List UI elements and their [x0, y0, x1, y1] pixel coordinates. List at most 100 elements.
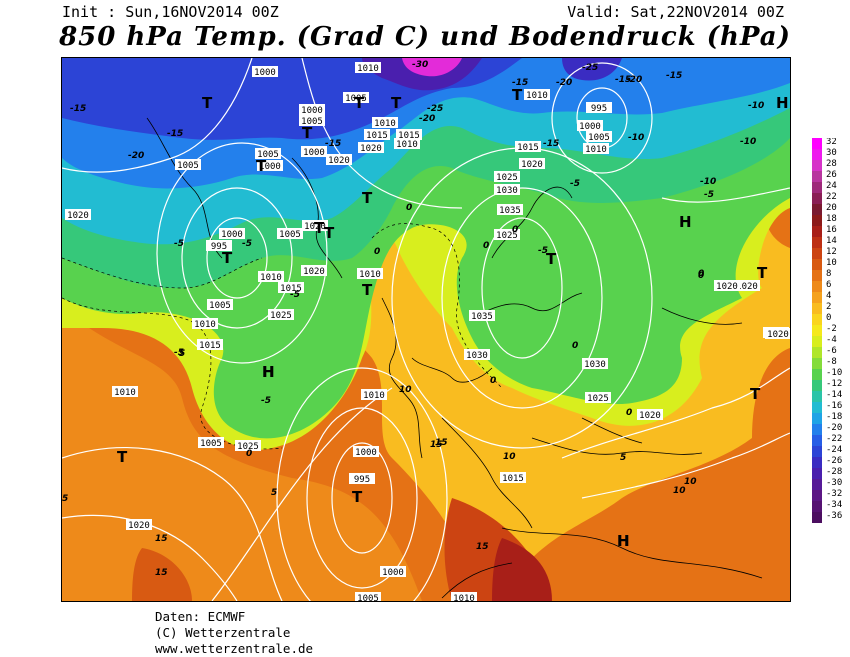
pressure-label: 1020 [303, 267, 325, 277]
legend-swatch [812, 215, 822, 226]
temp-label: -20 [556, 78, 572, 88]
isobar-labels: 1000 1010 1005 1000 1005 1010 1015 1020 … [65, 62, 790, 602]
pressure-label: 1035 [499, 206, 521, 216]
legend-tick: -32 [826, 489, 842, 499]
high-marker: H [617, 532, 630, 550]
pressure-label: 1005 [301, 117, 323, 127]
data-source: Daten: ECMWF [155, 609, 246, 624]
pressure-label: 1030 [466, 351, 488, 361]
low-marker: T [546, 250, 557, 268]
legend-tick: 22 [826, 192, 837, 202]
temp-label: -5 [290, 290, 300, 300]
pressure-label: 1000 [579, 122, 601, 132]
temperature-labels: -30 -15 -20 -25 -15 -20 -15 -20 -25 -15 … [62, 60, 764, 578]
temp-label: 10 [673, 486, 686, 496]
legend-tick: -26 [826, 456, 842, 466]
pressure-label: 1005 [345, 94, 367, 104]
temp-label: -5 [174, 348, 184, 358]
pressure-label: 1005 [257, 150, 279, 160]
legend-swatch [812, 468, 822, 479]
legend-swatch [812, 435, 822, 446]
low-marker: T [362, 281, 373, 299]
website-url: www.wetterzentrale.de [155, 641, 314, 656]
temp-label: 5 [179, 349, 185, 359]
legend-swatch [812, 479, 822, 490]
temp-label: -15 [543, 139, 559, 149]
low-marker: T [750, 385, 761, 403]
pressure-label: 1020 [767, 330, 789, 340]
pressure-label: 1010 [526, 91, 548, 101]
temp-label: 0 [490, 376, 496, 386]
temperature-field [62, 58, 790, 601]
legend-tick: 0 [826, 313, 831, 323]
pressure-label: 1025 [496, 231, 518, 241]
legend-tick: -10 [826, 368, 842, 378]
temp-label: 5 [271, 488, 277, 498]
temp-label: 10 [684, 477, 697, 487]
pressure-label: 1005 [177, 161, 199, 171]
pressure-label: 1010 [453, 594, 475, 602]
pressure-label: 1010 [359, 270, 381, 280]
low-marker: T [757, 264, 768, 282]
pressure-label: 1005 [588, 133, 610, 143]
temp-label: 15 [155, 568, 168, 578]
temp-label: -15 [325, 139, 341, 149]
legend-swatch [812, 314, 822, 325]
temp-label: 15 [430, 440, 443, 450]
legend-tick: 16 [826, 225, 837, 235]
pressure-label: 1020 [328, 156, 350, 166]
pressure-label: 1020 [128, 521, 150, 531]
temp-label: 10 [503, 452, 516, 462]
legend-swatch [812, 138, 822, 149]
legend-swatch [812, 380, 822, 391]
pressure-label: 1000 [259, 162, 281, 172]
temp-label: 15 [476, 542, 489, 552]
pressure-label: 1010 [194, 320, 216, 330]
low-marker: T [354, 94, 365, 112]
pressure-label: 1000 [355, 448, 377, 458]
temp-label: 0 [246, 449, 252, 459]
legend-tick: -18 [826, 412, 842, 422]
pressure-label: 1010 [363, 391, 385, 401]
pressure-label: 1010 [396, 140, 418, 150]
legend-swatch [812, 358, 822, 369]
legend-tick: 10 [826, 258, 837, 268]
low-marker: T [391, 94, 402, 112]
temp-label: -25 [427, 104, 443, 114]
pressure-label: 1020 [67, 211, 89, 221]
pressure-label: 1010 [585, 145, 607, 155]
pressure-label: 1035 [471, 312, 493, 322]
legend-swatch [812, 248, 822, 259]
pressure-label: 995 [211, 242, 227, 252]
low-marker: T [202, 94, 213, 112]
pressure-label: 1005 [279, 230, 301, 240]
legend-tick: -22 [826, 434, 842, 444]
legend-swatch [812, 490, 822, 501]
legend-swatch [812, 369, 822, 380]
high-marker: H [617, 532, 630, 550]
legend-tick: -20 [826, 423, 842, 433]
pressure-label: 1015 [199, 341, 221, 351]
pressure-label: 1015 [517, 143, 539, 153]
legend-tick: -8 [826, 357, 837, 367]
pressure-label: 1010 [260, 273, 282, 283]
legend-swatch [812, 182, 822, 193]
temp-label: 0 [698, 269, 704, 279]
legend-swatch [812, 237, 822, 248]
temp-label: 0 [698, 271, 704, 281]
legend-tick: 14 [826, 236, 837, 246]
legend-tick: -16 [826, 401, 842, 411]
temp-label: 15 [155, 534, 168, 544]
pressure-label: 1010 [114, 388, 136, 398]
pressure-label: 1010 [357, 64, 379, 74]
legend-tick: 18 [826, 214, 837, 224]
temp-label: -10 [700, 177, 716, 187]
temp-label: -5 [704, 190, 714, 200]
pressure-label: 1000 [221, 230, 243, 240]
low-marker: T [362, 189, 373, 207]
pressure-label: 1020 [736, 282, 758, 292]
temp-label: -5 [538, 246, 548, 256]
pressure-label: 1025 [496, 173, 518, 183]
legend-swatch [812, 171, 822, 182]
pressure-label: 1015 [280, 284, 302, 294]
